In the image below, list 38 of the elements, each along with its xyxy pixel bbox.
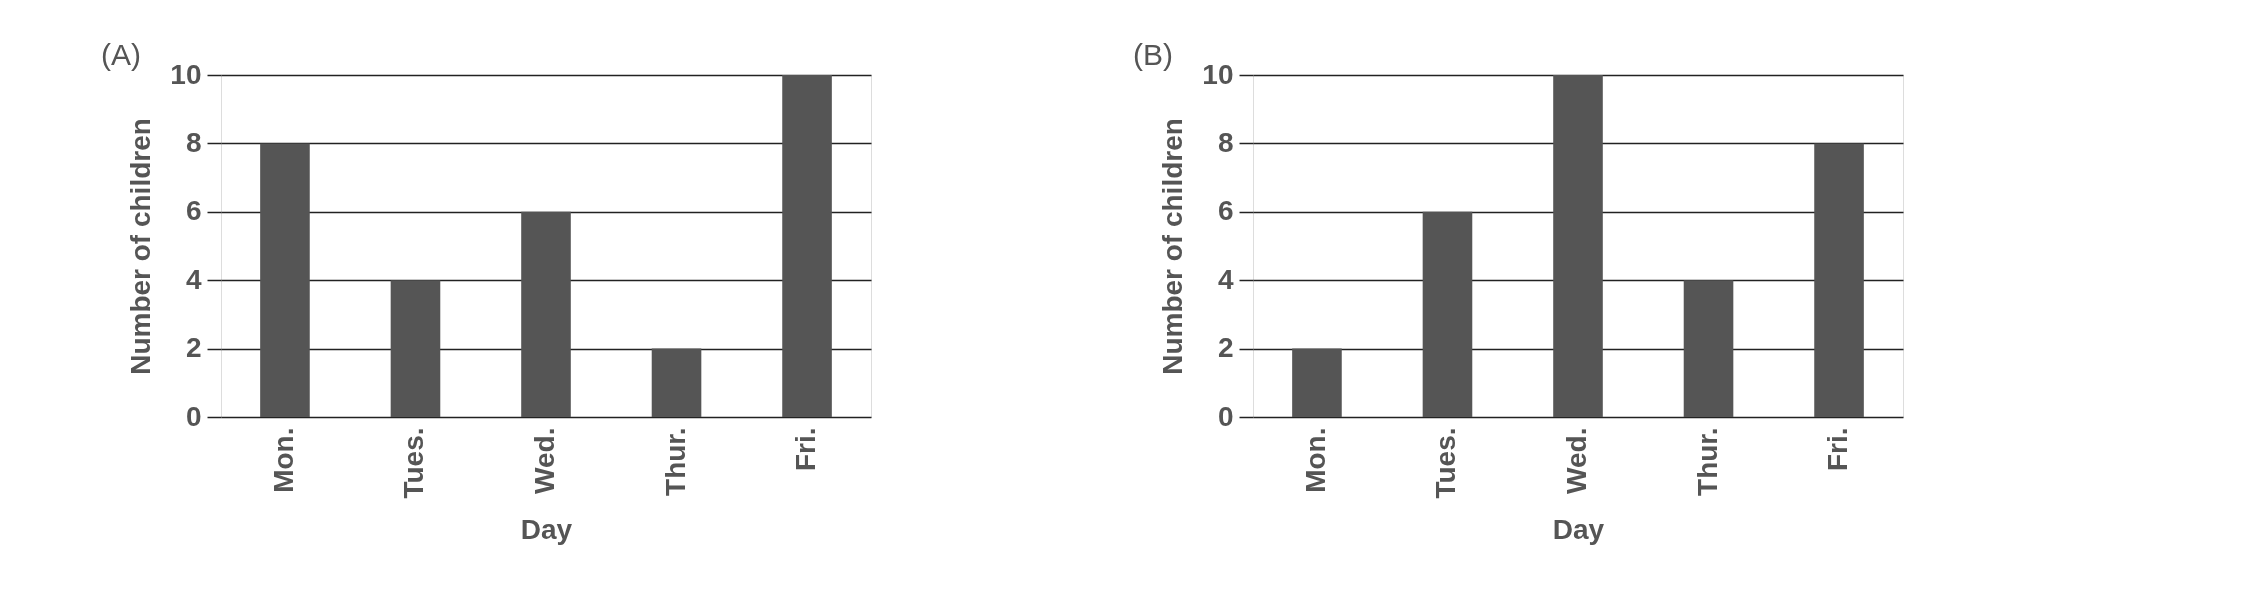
chart-title: (B) <box>1133 38 1173 71</box>
y-tick-label: 4 <box>1217 263 1234 295</box>
bar <box>782 75 832 417</box>
x-tick-label: Mon. <box>1299 427 1331 493</box>
x-tick-label: Mon. <box>267 427 299 493</box>
y-tick-label: 4 <box>185 263 202 295</box>
bar <box>1553 75 1603 417</box>
y-tick-label: 2 <box>185 332 202 364</box>
x-axis-title: Day <box>520 513 573 545</box>
bar <box>651 348 702 417</box>
x-tick-label: Thur. <box>1691 427 1723 496</box>
y-tick-label: 10 <box>1202 58 1234 90</box>
x-tick-label: Tues. <box>1430 427 1462 499</box>
y-tick-label: 6 <box>185 195 202 227</box>
bar <box>1292 348 1342 417</box>
y-tick-label: 0 <box>1217 400 1234 432</box>
x-tick-label: Thur. <box>659 427 691 496</box>
x-tick-label: Wed. <box>1561 427 1592 494</box>
y-axis-title: Number of children <box>125 118 157 375</box>
bar <box>390 280 441 417</box>
x-tick-label: Fri. <box>1822 427 1854 472</box>
y-tick-label: 2 <box>1217 332 1234 364</box>
y-axis-title: Number of children <box>1157 118 1189 375</box>
bar <box>1814 143 1864 417</box>
x-tick-label: Fri. <box>790 427 822 472</box>
bar <box>1683 280 1734 417</box>
chart-title: (A) <box>101 38 141 71</box>
y-tick-label: 8 <box>185 126 202 158</box>
bar <box>260 143 310 417</box>
y-tick-label: 6 <box>1217 195 1234 227</box>
y-tick-label: 8 <box>1217 126 1234 158</box>
y-tick-label: 10 <box>170 58 202 90</box>
bar <box>521 211 571 417</box>
x-tick-label: Wed. <box>529 427 560 494</box>
x-axis-title: Day <box>1552 513 1605 545</box>
x-tick-label: Tues. <box>398 427 430 499</box>
y-tick-label: 0 <box>185 400 202 432</box>
bar <box>1422 211 1473 417</box>
